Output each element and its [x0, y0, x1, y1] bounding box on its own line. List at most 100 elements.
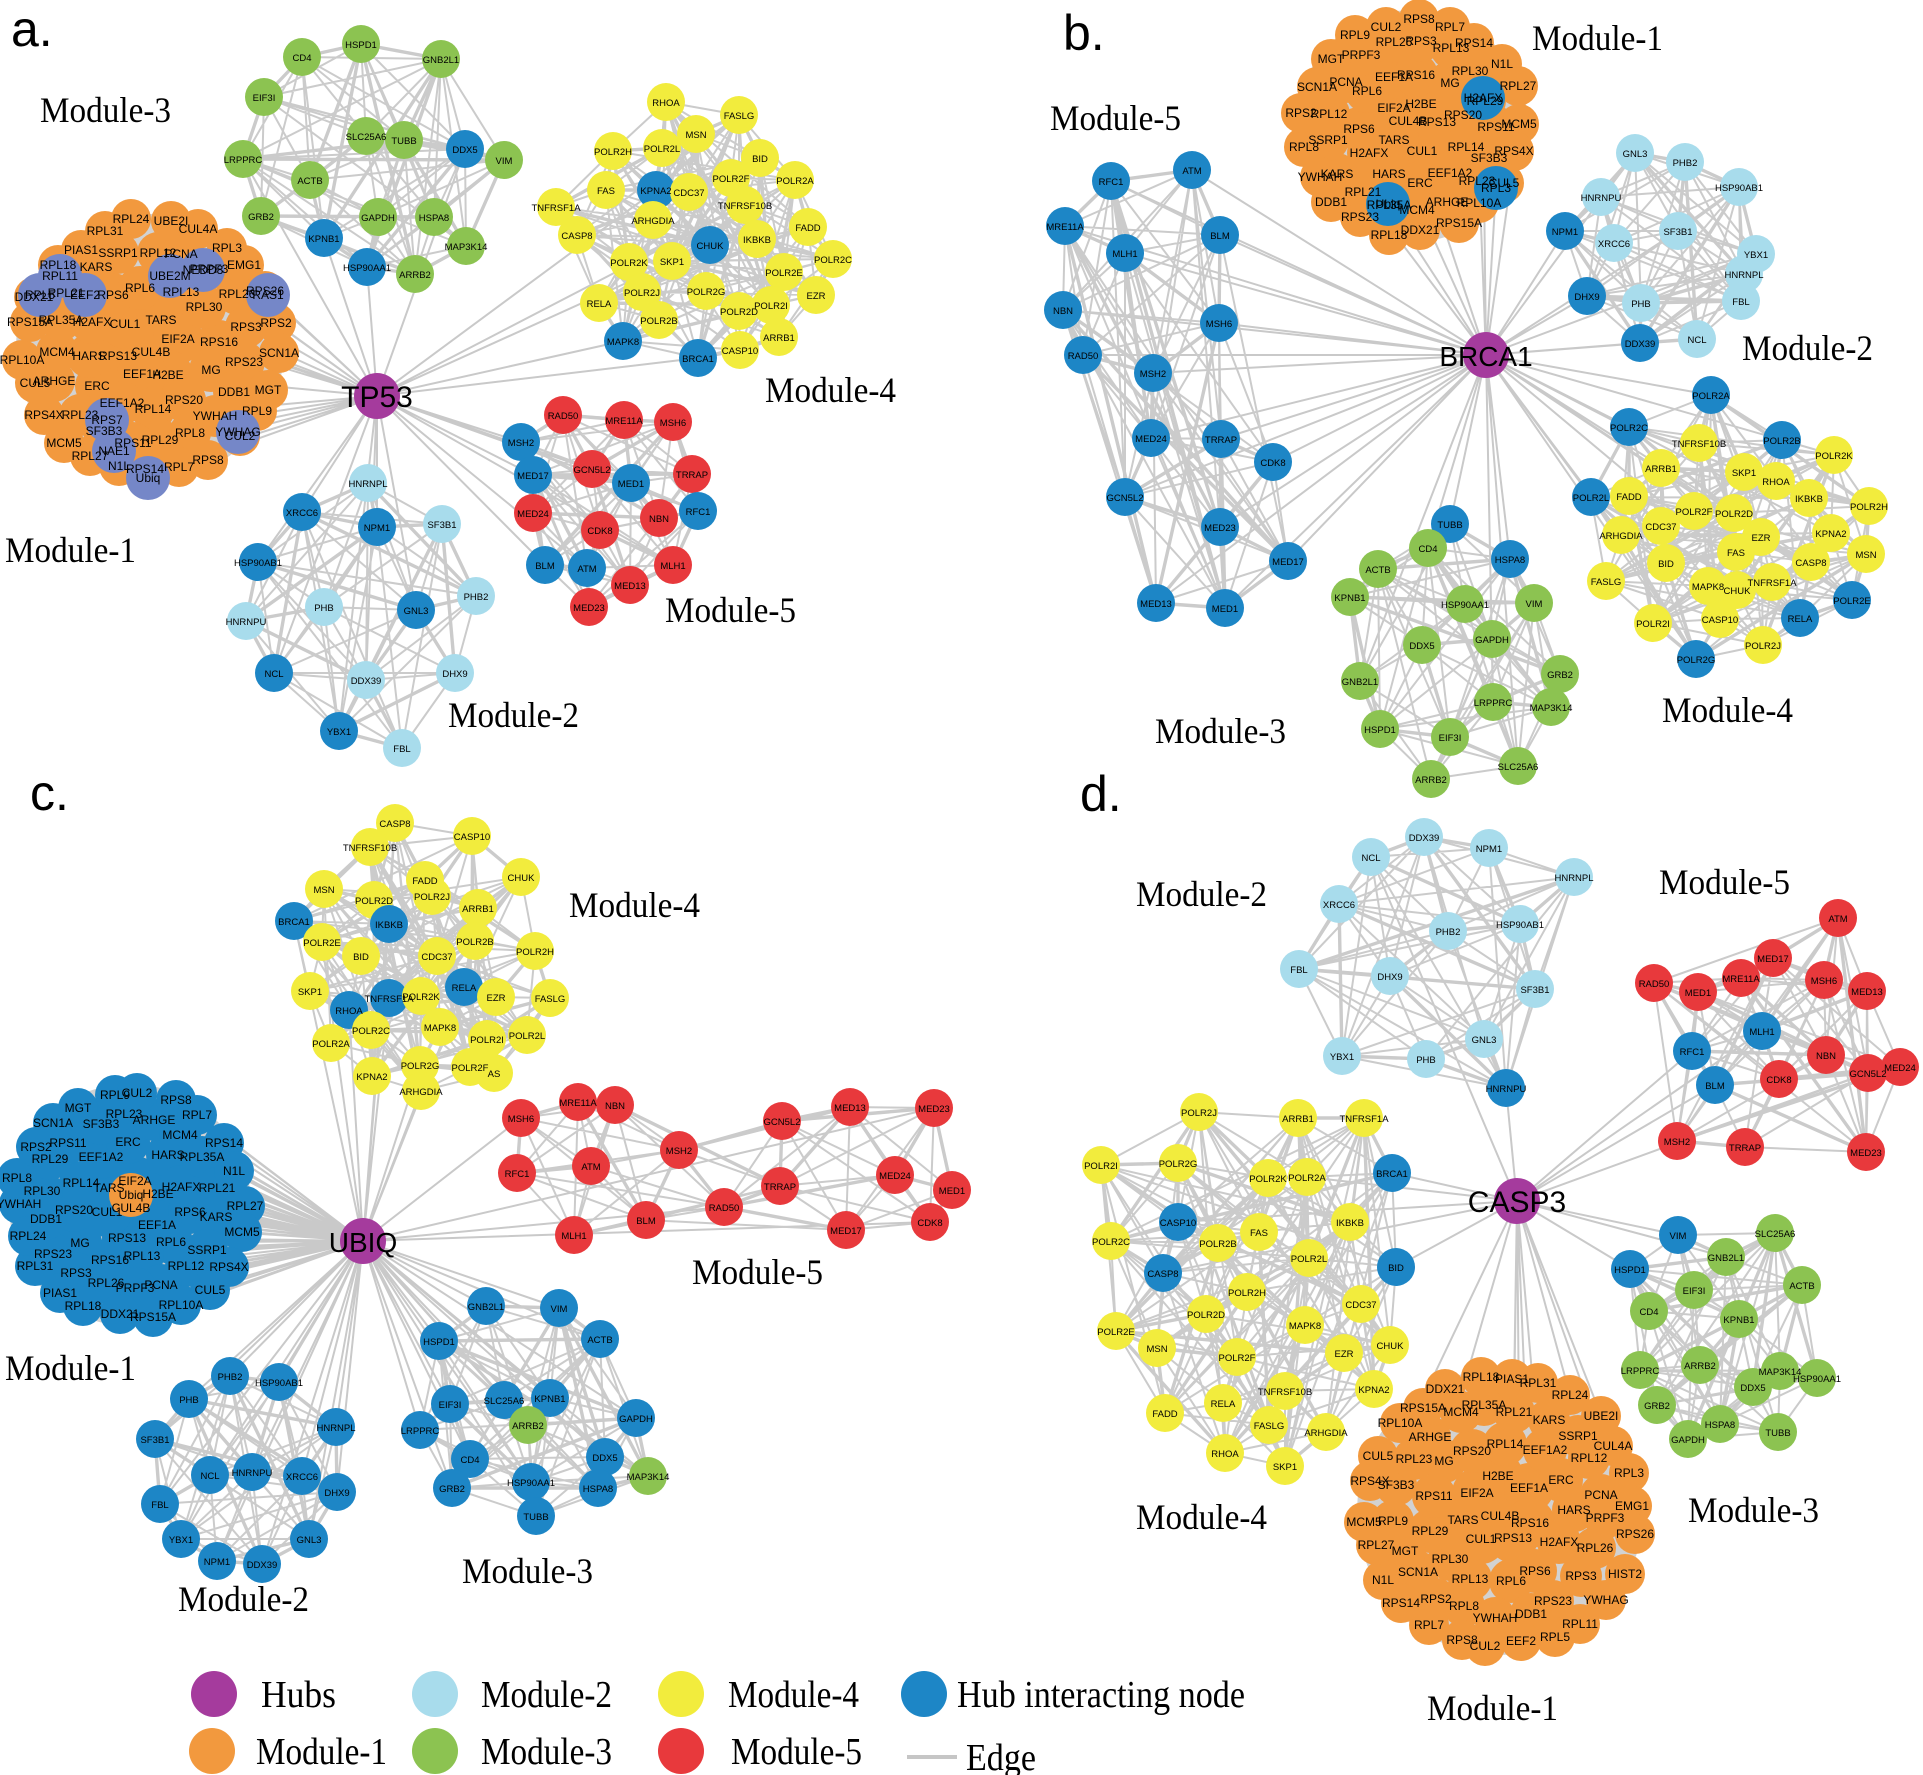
svg-text:RPL30: RPL30	[1432, 1552, 1469, 1566]
svg-text:TNFRSF1A: TNFRSF1A	[1747, 578, 1797, 589]
svg-text:RPL3: RPL3	[212, 241, 242, 255]
svg-text:DDB1: DDB1	[1515, 1607, 1547, 1621]
svg-text:RPS15A: RPS15A	[1400, 1401, 1446, 1415]
svg-text:KPNB1: KPNB1	[534, 1394, 565, 1405]
svg-text:RPS6: RPS6	[1519, 1564, 1551, 1578]
svg-text:RPS3: RPS3	[1565, 1569, 1597, 1583]
svg-text:PHB: PHB	[179, 1395, 199, 1406]
svg-text:Module-2: Module-2	[448, 695, 579, 735]
svg-text:SSRP1: SSRP1	[98, 246, 138, 260]
svg-text:RPS2: RPS2	[260, 316, 292, 330]
svg-text:RPS2: RPS2	[20, 1140, 52, 1154]
svg-text:CD4: CD4	[460, 1455, 479, 1466]
svg-text:RPL35A: RPL35A	[39, 313, 84, 327]
svg-text:HSP90AA1: HSP90AA1	[507, 1478, 555, 1489]
svg-text:EEF1A2: EEF1A2	[79, 1150, 124, 1164]
svg-text:RPS2: RPS2	[1285, 106, 1317, 120]
svg-text:EEF1A: EEF1A	[138, 1218, 176, 1232]
svg-text:KPNA2: KPNA2	[356, 1072, 387, 1083]
svg-text:POLR2C: POLR2C	[1610, 423, 1648, 434]
svg-text:SF3B1: SF3B1	[140, 1435, 169, 1446]
svg-text:RHOA: RHOA	[1211, 1449, 1239, 1460]
svg-text:RPS16: RPS16	[91, 1253, 129, 1267]
svg-text:RPL13: RPL13	[163, 285, 200, 299]
svg-text:MSH6: MSH6	[1811, 976, 1837, 987]
svg-text:HNRNPU: HNRNPU	[1581, 193, 1622, 204]
svg-text:YBX1: YBX1	[169, 1535, 193, 1546]
svg-text:HSPA8: HSPA8	[1705, 1420, 1735, 1431]
svg-text:HSPD1: HSPD1	[1614, 1265, 1646, 1276]
svg-text:Module-4: Module-4	[728, 1674, 859, 1716]
svg-text:NBN: NBN	[605, 1101, 625, 1112]
svg-text:SCN1A: SCN1A	[259, 346, 299, 360]
svg-text:ATM: ATM	[1828, 914, 1847, 925]
svg-text:POLR2I: POLR2I	[754, 301, 788, 312]
svg-text:CASP10: CASP10	[722, 346, 758, 357]
svg-text:RPL29: RPL29	[1412, 1524, 1449, 1538]
svg-text:CASP8: CASP8	[379, 819, 410, 830]
svg-text:CDC37: CDC37	[1345, 1300, 1376, 1311]
svg-text:H2BE: H2BE	[1405, 97, 1436, 111]
svg-text:RPL6: RPL6	[156, 1235, 186, 1249]
svg-text:ARHGDIA: ARHGDIA	[1599, 531, 1643, 542]
svg-text:HNRNPL: HNRNPL	[1554, 873, 1593, 884]
svg-text:POLR2L: POLR2L	[1573, 493, 1609, 504]
svg-text:d.: d.	[1080, 766, 1122, 822]
svg-text:MED13: MED13	[614, 581, 646, 592]
svg-text:ARRB1: ARRB1	[1645, 464, 1677, 475]
svg-text:POLR2K: POLR2K	[1249, 1174, 1287, 1185]
svg-text:GNB2L1: GNB2L1	[423, 55, 459, 66]
svg-text:Module-4: Module-4	[569, 885, 700, 925]
svg-text:SCN1A: SCN1A	[1398, 1565, 1438, 1579]
svg-text:Module-4: Module-4	[1136, 1497, 1267, 1537]
svg-text:VIM: VIM	[496, 156, 513, 167]
svg-text:GNL3: GNL3	[297, 1535, 322, 1546]
svg-text:XRCC6: XRCC6	[286, 508, 318, 519]
svg-text:NCL: NCL	[200, 1471, 219, 1482]
svg-text:MAP3K14: MAP3K14	[1530, 703, 1573, 714]
svg-text:XRCC6: XRCC6	[1598, 239, 1630, 250]
svg-text:RPL5: RPL5	[1540, 1630, 1570, 1644]
svg-text:TNFRSF1A: TNFRSF1A	[531, 203, 581, 214]
svg-text:YWHAH: YWHAH	[193, 409, 238, 423]
svg-text:HNRNPL: HNRNPL	[316, 1423, 355, 1434]
svg-text:TUBB: TUBB	[1765, 1428, 1790, 1439]
svg-text:HSPD1: HSPD1	[1364, 725, 1396, 736]
svg-text:NBN: NBN	[1053, 306, 1073, 317]
svg-text:GRB2: GRB2	[1644, 1401, 1670, 1412]
svg-text:RPL24: RPL24	[1552, 1388, 1589, 1402]
svg-text:HSP90AB1: HSP90AB1	[234, 558, 282, 569]
svg-text:RAD50: RAD50	[548, 411, 579, 422]
svg-text:MED1: MED1	[1212, 604, 1238, 615]
svg-text:MAPK8: MAPK8	[1289, 1321, 1321, 1332]
svg-text:RPL35A: RPL35A	[180, 1150, 225, 1164]
svg-text:MSH2: MSH2	[666, 1146, 692, 1157]
svg-text:SCN1A: SCN1A	[33, 1116, 73, 1130]
svg-text:SF3B3: SF3B3	[1378, 1478, 1415, 1492]
svg-text:RFC1: RFC1	[1099, 177, 1124, 188]
svg-text:RPL23: RPL23	[1459, 174, 1496, 188]
svg-text:TNFRSF1A: TNFRSF1A	[1339, 1114, 1389, 1125]
svg-text:SKP1: SKP1	[1273, 1462, 1297, 1473]
svg-text:CUL5: CUL5	[1489, 176, 1520, 190]
svg-text:RPS13: RPS13	[108, 1231, 146, 1245]
svg-text:MAP3K14: MAP3K14	[1759, 1367, 1802, 1378]
svg-text:KPNB1: KPNB1	[1723, 1315, 1754, 1326]
svg-text:HARS: HARS	[1372, 167, 1405, 181]
svg-text:RPS4X: RPS4X	[24, 408, 63, 422]
svg-text:Module-1: Module-1	[1427, 1688, 1558, 1728]
svg-text:MED13: MED13	[1851, 987, 1883, 998]
svg-text:MSH2: MSH2	[508, 438, 534, 449]
svg-text:CUL4B: CUL4B	[1389, 114, 1428, 128]
svg-text:HSP90AA1: HSP90AA1	[343, 263, 391, 274]
svg-text:CDK8: CDK8	[1766, 1075, 1791, 1086]
svg-text:RPS13: RPS13	[1494, 1531, 1532, 1545]
svg-text:MSN: MSN	[685, 130, 706, 141]
svg-text:TRRAP: TRRAP	[1729, 1143, 1761, 1154]
svg-text:RPS11: RPS11	[1415, 1489, 1452, 1503]
svg-text:MG: MG	[70, 1236, 89, 1250]
svg-text:MCM5: MCM5	[46, 436, 82, 450]
svg-text:ARRB1: ARRB1	[1282, 1114, 1314, 1125]
svg-text:EIF2A: EIF2A	[118, 1174, 151, 1188]
svg-text:KARS: KARS	[200, 1210, 233, 1224]
